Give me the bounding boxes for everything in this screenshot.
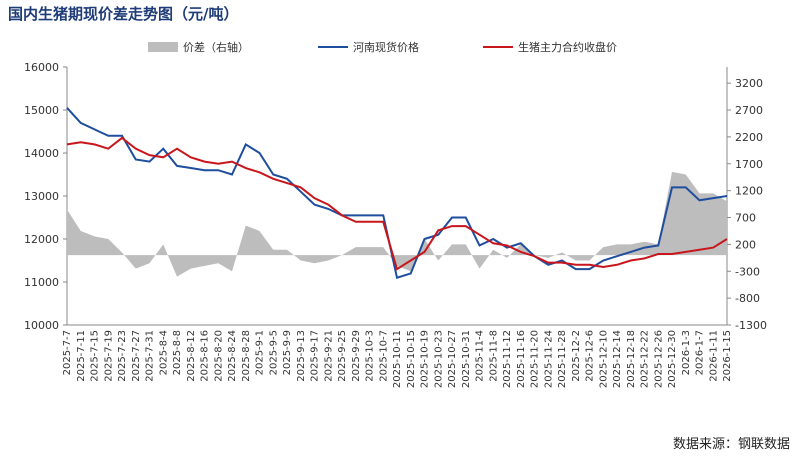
x-tick-label: 2025-10-15	[406, 330, 417, 388]
y2-tick-label: -800	[735, 292, 760, 305]
legend-label: 生猪主力合约收盘价	[518, 40, 617, 54]
x-tick-label: 2025-8-16	[200, 330, 211, 382]
x-tick-label: 2025-10-11	[392, 330, 403, 388]
y2-tick-label: 2700	[735, 104, 763, 117]
x-tick-label: 2025-10-27	[447, 330, 458, 388]
y-tick-label: 15000	[24, 104, 59, 117]
y2-tick-label: 700	[735, 212, 756, 225]
chart-title: 国内生猪期现价差走势图（元/吨）	[8, 5, 238, 23]
y2-tick-label: 200	[735, 238, 756, 251]
x-tick-label: 2025-12-2	[571, 330, 582, 382]
x-tick-label: 2025-11-20	[530, 330, 541, 388]
x-tick-label: 2025-12-22	[640, 330, 651, 388]
x-tick-label: 2025-7-23	[117, 330, 128, 382]
y2-tick-label: -1300	[735, 319, 767, 332]
x-tick-label: 2025-9-13	[296, 330, 307, 382]
x-tick-label: 2025-10-23	[433, 330, 444, 388]
y-tick-label: 13000	[24, 190, 59, 203]
x-tick-label: 2025-8-8	[172, 330, 183, 375]
x-tick-label: 2025-12-30	[667, 330, 678, 388]
x-tick-label: 2025-12-14	[612, 330, 623, 388]
x-tick-label: 2025-9-29	[351, 330, 362, 382]
x-tick-label: 2025-8-24	[227, 330, 238, 382]
x-tick-label: 2025-12-10	[598, 330, 609, 388]
x-tick-label: 2025-11-16	[516, 330, 527, 388]
x-tick-label: 2025-9-21	[323, 330, 334, 382]
x-tick-label: 2025-10-7	[378, 330, 389, 382]
x-tick-label: 2025-12-26	[653, 330, 664, 388]
x-tick-label: 2025-12-6	[585, 330, 596, 382]
x-tick-label: 2025-9-5	[268, 330, 279, 375]
x-tick-label: 2025-11-4	[475, 330, 486, 382]
legend-label: 价差（右轴）	[183, 40, 249, 54]
y-tick-label: 12000	[24, 233, 59, 246]
x-tick-label: 2025-8-4	[158, 330, 169, 375]
x-tick-label: 2025-7-31	[145, 330, 156, 382]
y-tick-label: 14000	[24, 147, 59, 160]
source: 数据来源：钢联数据	[673, 437, 790, 452]
x-tick-label: 2025-7-15	[90, 330, 101, 382]
x-tick-label: 2025-12-18	[626, 330, 637, 388]
x-tick-label: 2025-9-9	[282, 330, 293, 375]
x-tick-label: 2026-1-11	[708, 330, 719, 382]
x-tick-label: 2025-7-27	[131, 330, 142, 382]
line	[66, 136, 728, 271]
x-tick-label: 2026-1-15	[722, 330, 733, 382]
y2-tick-label: 2200	[735, 131, 763, 144]
x-tick-label: 2025-7-7	[62, 330, 73, 375]
x-tick-label: 2025-9-25	[337, 330, 348, 382]
x-tick-label: 2025-9-17	[310, 330, 321, 382]
x-tick-label: 2025-10-19	[420, 330, 431, 388]
y-tick-label: 16000	[24, 61, 59, 74]
x-tick-label: 2025-10-3	[365, 330, 376, 382]
y2-tick-label: -300	[735, 265, 760, 278]
x-tick-label: 2025-8-28	[241, 330, 252, 382]
x-tick-label: 2025-11-24	[543, 330, 554, 388]
x-tick-label: 2025-8-12	[186, 330, 197, 382]
x-tick-label: 2026-1-3	[681, 330, 692, 375]
legend-label: 河南现货价格	[353, 40, 419, 54]
x-tick-label: 2025-8-20	[213, 330, 224, 382]
y-tick-label: 10000	[24, 319, 59, 332]
x-tick-label: 2025-7-11	[76, 330, 87, 382]
x-tick-label: 2025-7-19	[103, 330, 114, 382]
line	[66, 107, 728, 279]
y2-tick-label: 1200	[735, 185, 763, 198]
x-tick-label: 2026-1-7	[695, 330, 706, 375]
y2-tick-label: 3200	[735, 77, 763, 90]
x-tick-label: 2025-10-31	[461, 330, 472, 388]
area	[67, 171, 727, 277]
y-tick-label: 11000	[24, 276, 59, 289]
x-tick-label: 2025-11-12	[502, 330, 513, 388]
x-tick-label: 2025-9-1	[255, 330, 266, 375]
x-tick-label: 2025-11-8	[488, 330, 499, 382]
x-tick-label: 2025-11-28	[557, 330, 568, 388]
legend-swatch	[148, 42, 178, 52]
y2-tick-label: 1700	[735, 158, 763, 171]
